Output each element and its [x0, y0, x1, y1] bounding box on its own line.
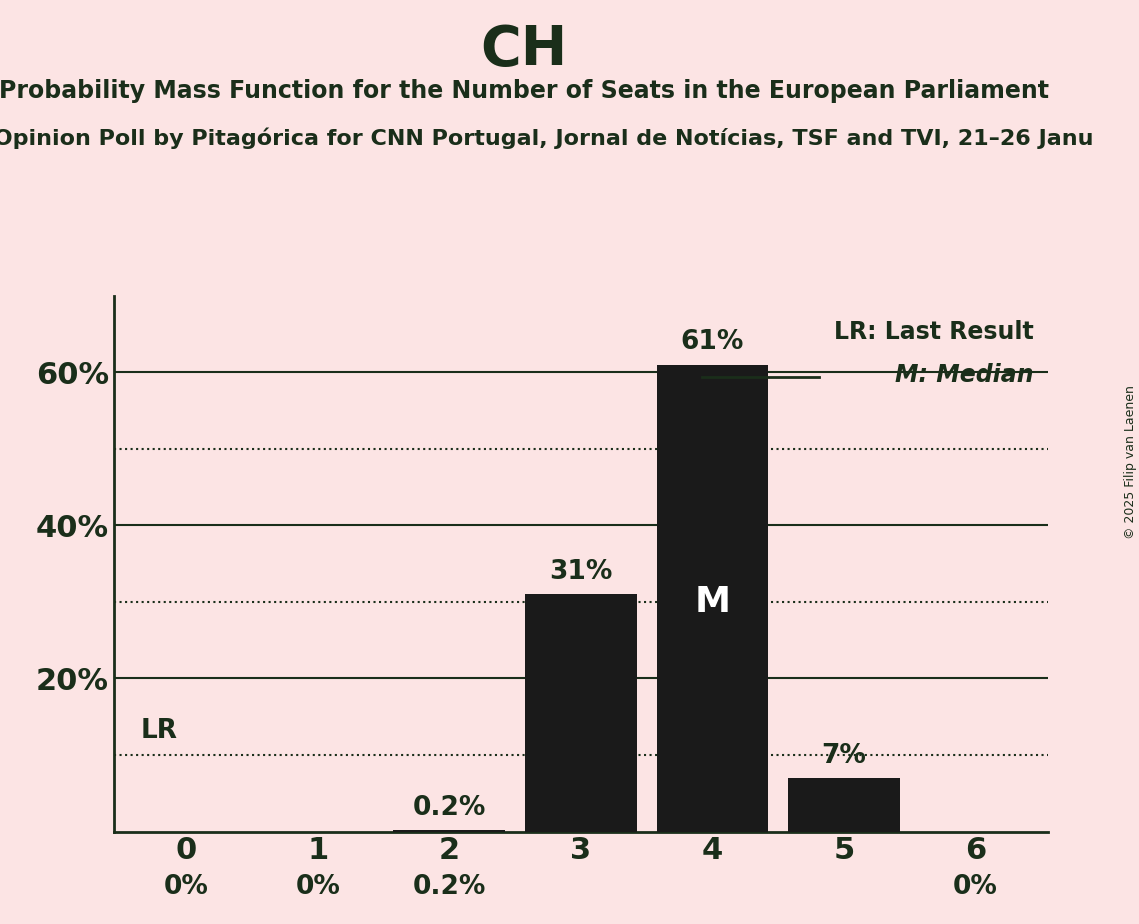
Text: CH: CH — [481, 23, 567, 77]
Text: 0%: 0% — [164, 874, 208, 900]
Bar — [656, 365, 769, 832]
Text: 31%: 31% — [549, 559, 613, 585]
Bar — [393, 830, 506, 832]
Bar — [525, 594, 637, 832]
Bar — [788, 778, 900, 832]
Text: an Opinion Poll by Pitagórica for CNN Portugal, Jornal de Notícias, TSF and TVI,: an Opinion Poll by Pitagórica for CNN Po… — [0, 128, 1093, 149]
Text: © 2025 Filip van Laenen: © 2025 Filip van Laenen — [1124, 385, 1137, 539]
Text: M: M — [695, 585, 730, 619]
Text: 0.2%: 0.2% — [412, 874, 486, 900]
Text: LR: LR — [140, 718, 178, 744]
Text: 0%: 0% — [953, 874, 998, 900]
Text: Probability Mass Function for the Number of Seats in the European Parliament: Probability Mass Function for the Number… — [0, 79, 1049, 103]
Text: M: Median: M: Median — [895, 363, 1034, 386]
Text: 0.2%: 0.2% — [412, 795, 486, 821]
Text: LR: Last Result: LR: Last Result — [834, 320, 1034, 344]
Text: 0%: 0% — [295, 874, 341, 900]
Text: 7%: 7% — [821, 743, 867, 769]
Text: 61%: 61% — [681, 329, 744, 356]
